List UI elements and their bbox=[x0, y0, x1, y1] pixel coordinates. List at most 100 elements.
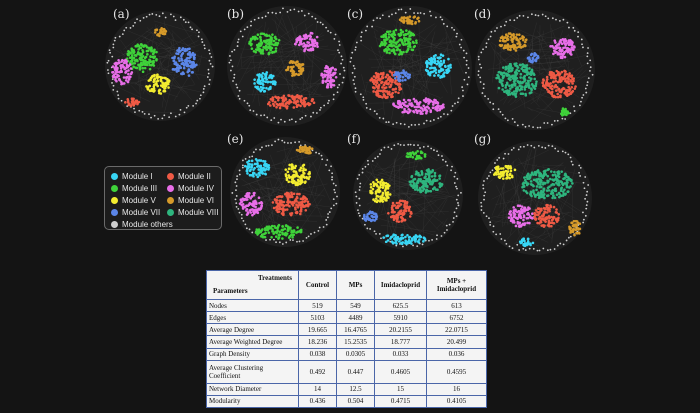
node-other bbox=[321, 23, 324, 26]
node-other bbox=[448, 223, 451, 226]
network-edge bbox=[414, 214, 421, 217]
module-node bbox=[563, 70, 567, 73]
module-node bbox=[162, 27, 166, 31]
network-edge bbox=[542, 164, 564, 166]
node-other bbox=[465, 63, 468, 66]
module-node bbox=[298, 168, 302, 172]
module-node bbox=[563, 55, 567, 59]
module-node bbox=[388, 51, 391, 55]
node-other bbox=[155, 13, 158, 16]
node-other bbox=[235, 83, 238, 86]
module-node bbox=[398, 199, 402, 203]
module-node bbox=[334, 68, 338, 71]
node-other bbox=[539, 126, 542, 129]
module-node bbox=[291, 230, 294, 234]
node-other bbox=[335, 184, 337, 187]
module-node bbox=[539, 209, 542, 213]
module-node bbox=[508, 65, 512, 69]
module-node bbox=[545, 211, 549, 214]
legend-label: Module VIII bbox=[178, 208, 219, 217]
node-other bbox=[340, 55, 343, 58]
node-other bbox=[419, 147, 421, 149]
module-node bbox=[276, 98, 280, 102]
module-node bbox=[552, 73, 556, 76]
node-other bbox=[584, 176, 587, 178]
network-panel bbox=[353, 140, 463, 250]
module-node bbox=[509, 48, 512, 52]
node-other bbox=[480, 201, 483, 204]
node-other bbox=[532, 126, 534, 129]
network-edge bbox=[265, 181, 274, 217]
module-node bbox=[311, 42, 315, 45]
module-node bbox=[137, 52, 141, 56]
node-other bbox=[336, 91, 339, 94]
network-disc bbox=[348, 6, 472, 130]
module-node bbox=[281, 228, 285, 232]
module-node bbox=[259, 171, 263, 174]
node-other bbox=[332, 98, 335, 101]
module-node bbox=[520, 205, 524, 208]
node-other bbox=[244, 158, 247, 160]
module-node bbox=[543, 207, 546, 210]
module-node bbox=[392, 102, 395, 105]
module-node bbox=[328, 68, 332, 72]
module-node bbox=[276, 210, 280, 214]
node-other bbox=[477, 74, 480, 76]
module-node bbox=[297, 73, 300, 77]
module-node bbox=[399, 212, 402, 216]
node-other bbox=[516, 17, 519, 19]
node-other bbox=[123, 29, 126, 32]
module-node bbox=[181, 47, 185, 50]
module-node bbox=[406, 75, 410, 79]
module-node bbox=[299, 40, 303, 43]
module-node bbox=[248, 41, 252, 45]
module-node bbox=[269, 104, 272, 107]
network-edge bbox=[411, 149, 417, 187]
network-edge bbox=[430, 41, 451, 45]
module-node bbox=[522, 237, 526, 241]
module-node bbox=[400, 241, 403, 245]
module-node bbox=[498, 176, 502, 180]
module-node bbox=[427, 180, 431, 184]
module-node bbox=[396, 45, 399, 48]
module-node bbox=[257, 159, 261, 162]
module-node bbox=[526, 208, 529, 211]
node-other bbox=[446, 113, 449, 116]
module-node bbox=[264, 167, 268, 171]
node-other bbox=[235, 189, 237, 192]
node-other bbox=[290, 142, 292, 144]
module-node bbox=[514, 224, 518, 228]
module-node bbox=[259, 234, 263, 238]
node-other bbox=[233, 48, 236, 51]
network-edge bbox=[121, 64, 201, 87]
module-node bbox=[384, 42, 388, 45]
node-other bbox=[358, 204, 361, 207]
module-node bbox=[503, 90, 506, 93]
network-edge bbox=[519, 223, 528, 241]
module-node bbox=[297, 69, 301, 73]
module-node bbox=[403, 218, 407, 222]
module-node bbox=[280, 102, 284, 105]
module-node bbox=[285, 191, 289, 195]
module-node bbox=[506, 43, 510, 46]
module-node bbox=[261, 235, 265, 239]
module-node bbox=[538, 174, 541, 178]
module-node bbox=[565, 184, 569, 188]
node-other bbox=[207, 68, 210, 71]
network-edge bbox=[367, 195, 456, 219]
node-other bbox=[182, 18, 185, 21]
node-other bbox=[568, 26, 570, 29]
module-node bbox=[328, 80, 332, 84]
module-node bbox=[427, 176, 431, 180]
module-node bbox=[572, 48, 575, 52]
module-node bbox=[567, 85, 570, 89]
node-other bbox=[106, 61, 109, 64]
node-other bbox=[443, 231, 446, 234]
module-node bbox=[130, 48, 134, 52]
node-other bbox=[404, 11, 407, 14]
network-edge bbox=[288, 220, 318, 222]
module-node bbox=[263, 40, 267, 43]
module-node bbox=[433, 171, 437, 175]
network-edge bbox=[392, 58, 420, 72]
module-node bbox=[261, 71, 265, 75]
